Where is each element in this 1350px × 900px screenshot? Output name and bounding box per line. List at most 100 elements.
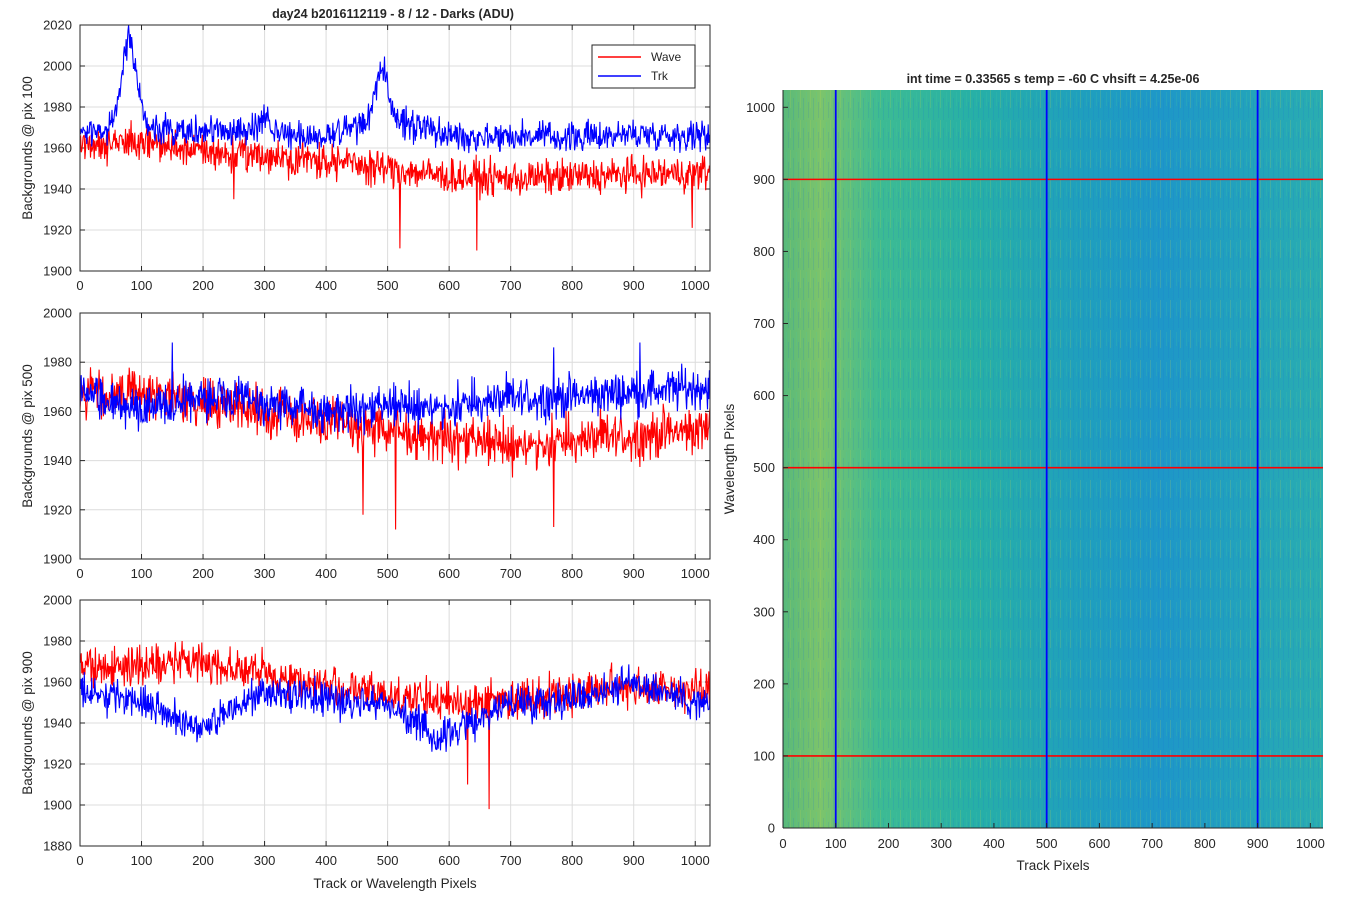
y-tick-label: 1980 <box>43 100 72 115</box>
figure-title: day24 b2016112119 - 8 / 12 - Darks (ADU) <box>272 7 514 21</box>
axes-frame <box>79 312 711 560</box>
y-axis-label: Backgrounds @ pix 100 <box>20 76 35 220</box>
heatmap-x-tick-label: 0 <box>779 836 786 851</box>
x-tick-label: 500 <box>377 853 399 868</box>
legend: Wave Trk <box>591 44 696 89</box>
x-tick-label: 300 <box>254 853 276 868</box>
heatmap-x-tick-label: 700 <box>1141 836 1163 851</box>
x-tick-label: 400 <box>315 853 337 868</box>
x-tick-label: 300 <box>254 278 276 293</box>
x-tick-label: 700 <box>500 566 522 581</box>
series-line-wave <box>80 120 710 251</box>
y-tick-label: 1900 <box>43 552 72 567</box>
y-tick-label: 2000 <box>43 306 72 321</box>
heatmap-y-tick-label: 200 <box>753 676 775 691</box>
heatmap-y-tick-label: 1000 <box>746 100 775 115</box>
x-tick-label: 800 <box>561 566 583 581</box>
x-tick-label: 800 <box>561 853 583 868</box>
y-tick-label: 1940 <box>43 716 72 731</box>
x-tick-label: 1000 <box>681 853 710 868</box>
heatmap-x-tick-label: 400 <box>983 836 1005 851</box>
series-group <box>80 25 710 251</box>
x-tick-label: 1000 <box>681 566 710 581</box>
x-tick-label: 900 <box>623 566 645 581</box>
x-tick-label: 1000 <box>681 278 710 293</box>
heatmap-title: int time = 0.33565 s temp = -60 C vhsift… <box>907 72 1200 86</box>
series-line-trk <box>80 664 710 752</box>
heatmap-x-tick-label: 600 <box>1089 836 1111 851</box>
x-tick-label: 500 <box>377 566 399 581</box>
legend-box <box>591 44 696 89</box>
heatmap-y-tick-label: 900 <box>753 172 775 187</box>
series-line-trk <box>80 25 710 154</box>
series-group <box>80 640 710 810</box>
x-tick-label: 200 <box>192 566 214 581</box>
heatmap-x-tick-label: 1000 <box>1296 836 1325 851</box>
heatmap-y-tick-label: 700 <box>753 316 775 331</box>
x-tick-label: 900 <box>623 853 645 868</box>
y-axis-label: Backgrounds @ pix 500 <box>20 364 35 508</box>
x-tick-label: 100 <box>131 278 153 293</box>
x-tick-label: 600 <box>438 853 460 868</box>
x-tick-label: 600 <box>438 566 460 581</box>
y-tick-label: 1900 <box>43 798 72 813</box>
y-tick-label: 1980 <box>43 355 72 370</box>
axes-frame <box>79 599 711 847</box>
axes-pix900: 0 100 200 300 400 500 600 700 800 900 1000 1880 1900… <box>20 593 711 868</box>
heatmap-x-tick-label: 800 <box>1194 836 1216 851</box>
heatmap-x-tick-label: 100 <box>825 836 847 851</box>
legend-trk-label: Trk <box>651 69 669 83</box>
heatmap-streaks <box>783 90 1323 828</box>
x-tick-label: 200 <box>192 278 214 293</box>
y-axis-label: Backgrounds @ pix 900 <box>20 651 35 795</box>
heatmap-y-tick-label: 800 <box>753 244 775 259</box>
heatmap-x-tick-label: 900 <box>1247 836 1269 851</box>
x-tick-label: 100 <box>131 853 153 868</box>
heatmap-y-tick-label: 100 <box>753 748 775 763</box>
y-tick-label: 1900 <box>43 264 72 279</box>
heatmap-y-tick-label: 600 <box>753 388 775 403</box>
axes-pix500: 0 100 200 300 400 500 600 700 800 900 1000 1900 1920… <box>20 306 711 581</box>
y-tick-label: 1920 <box>43 502 72 517</box>
x-tick-label: 0 <box>76 278 83 293</box>
x-tick-label: 800 <box>561 278 583 293</box>
x-tick-label: 500 <box>377 278 399 293</box>
y-tick-label: 1960 <box>43 404 72 419</box>
y-tick-label: 2000 <box>43 593 72 608</box>
y-tick-label: 1920 <box>43 223 72 238</box>
heatmap-y-tick-label: 500 <box>753 460 775 475</box>
x-tick-label: 0 <box>76 566 83 581</box>
x-tick-label: 400 <box>315 566 337 581</box>
x-tick-label: 700 <box>500 853 522 868</box>
y-tick-label: 1960 <box>43 141 72 156</box>
y-tick-label: 1940 <box>43 453 72 468</box>
y-tick-label: 1940 <box>43 182 72 197</box>
series-line-trk <box>80 342 710 436</box>
heatmap-xlabel: Track Pixels <box>1016 858 1089 873</box>
y-tick-label: 1880 <box>43 839 72 854</box>
heatmap-y-tick-label: 300 <box>753 604 775 619</box>
heatmap-axes: int time = 0.33565 s temp = -60 C vhsift… <box>722 72 1325 873</box>
x-tick-label: 400 <box>315 278 337 293</box>
heatmap-ylabel: Wavelength Pixels <box>722 403 737 514</box>
y-tick-label: 2000 <box>43 59 72 74</box>
y-tick-label: 1960 <box>43 675 72 690</box>
bottom-xlabel: Track or Wavelength Pixels <box>313 876 477 891</box>
series-group <box>80 342 710 530</box>
x-tick-label: 600 <box>438 278 460 293</box>
heatmap-x-tick-label: 500 <box>1036 836 1058 851</box>
x-tick-label: 300 <box>254 566 276 581</box>
x-tick-label: 700 <box>500 278 522 293</box>
y-tick-label: 1920 <box>43 757 72 772</box>
y-tick-label: 1980 <box>43 634 72 649</box>
legend-wave-label: Wave <box>651 50 682 64</box>
heatmap-y-tick-label: 400 <box>753 532 775 547</box>
heatmap-x-tick-label: 300 <box>930 836 952 851</box>
y-tick-label: 2020 <box>43 18 72 33</box>
x-tick-label: 200 <box>192 853 214 868</box>
x-tick-label: 100 <box>131 566 153 581</box>
axes-frame <box>79 24 711 272</box>
x-tick-label: 0 <box>76 853 83 868</box>
heatmap-x-tick-label: 200 <box>878 836 900 851</box>
